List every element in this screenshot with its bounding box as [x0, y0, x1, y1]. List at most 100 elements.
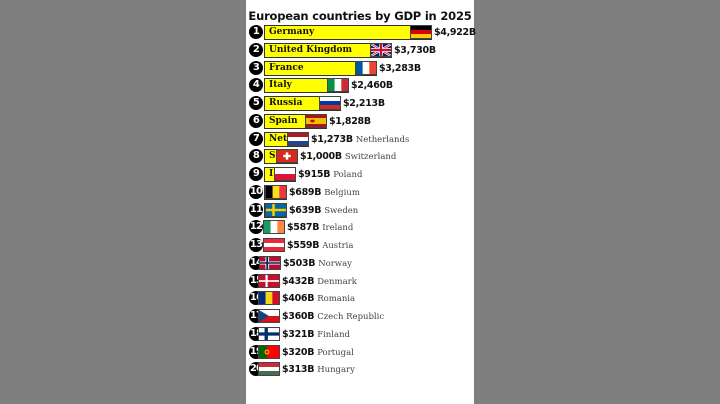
bar-label: Italy	[269, 80, 292, 91]
gdp-value: $360B	[282, 311, 315, 322]
gdp-value: $320B	[282, 346, 315, 358]
value-label: $559B Austria	[287, 238, 353, 254]
czech-flag-icon	[258, 309, 280, 323]
chart-row: 3 France $3,283B	[246, 60, 474, 76]
value-label: $689B Belgium	[289, 185, 360, 201]
chart-title: European countries by GDP in 2025	[248, 9, 472, 23]
rank-badge: 9	[249, 167, 263, 181]
rank-badge: 6	[249, 113, 263, 128]
chart-row: 14 $503B Norway	[246, 255, 474, 272]
france-flag-icon	[355, 60, 377, 75]
country-name: Ireland	[322, 223, 354, 234]
value-label: $4,922B	[434, 25, 476, 40]
rank-badge: 12	[249, 220, 263, 235]
chart-row: 9 I $915B Poland	[246, 167, 474, 182]
gdp-value: $639B	[289, 204, 322, 216]
bar-label: United Kingdom	[269, 44, 353, 55]
gdp-value: $3,283B	[379, 62, 421, 74]
germany-flag-icon	[410, 25, 432, 39]
bar: United Kingdom	[264, 42, 392, 58]
chart-row: 1 Germany $4,922B	[246, 25, 476, 40]
chart-row: 20 $313B Hungary	[246, 362, 474, 377]
bar-label: Russia	[269, 98, 303, 108]
rank-badge: 2	[249, 42, 263, 57]
rank-badge: 10	[249, 184, 263, 199]
chart-row: 8 S $1,000B Switzerland	[246, 149, 474, 165]
country-name: Czech Republic	[317, 312, 385, 322]
country-name: Belgium	[324, 187, 360, 198]
ireland-flag-icon	[263, 220, 285, 235]
gdp-value: $587B	[287, 222, 320, 234]
switzerland-flag-icon	[276, 149, 298, 164]
gdp-value: $406B	[282, 293, 315, 305]
gdp-value: $689B	[289, 186, 322, 198]
value-label: $2,460B	[351, 78, 393, 93]
value-label: $406B Romania	[282, 291, 355, 307]
bar-label: S	[269, 151, 276, 162]
value-label: $313B Hungary	[282, 362, 355, 378]
gdp-value: $432B	[282, 275, 315, 287]
chart-row: 16 $406B Romania	[246, 291, 474, 306]
bar-label: Spain	[269, 115, 298, 126]
chart-row: 7 Net $1,273B Netherlands	[246, 131, 474, 148]
uk-flag-icon	[370, 42, 392, 57]
gdp-value: $503B	[283, 257, 316, 269]
gdp-value: $915B	[298, 169, 331, 180]
value-label: $2,213B	[343, 96, 385, 111]
gdp-value: $1,000B	[300, 151, 342, 163]
value-label: $432B Denmark	[282, 274, 357, 290]
chart-row: 13 $559B Austria	[246, 238, 474, 253]
russia-flag-icon	[319, 96, 341, 110]
poland-flag-icon	[274, 167, 296, 181]
country-name: Switzerland	[344, 152, 397, 163]
country-name: Sweden	[324, 205, 359, 216]
value-label: $587B Ireland	[287, 220, 353, 236]
gdp-value: $559B	[287, 240, 320, 251]
gdp-value: $4,922B	[434, 27, 476, 38]
bar-label: Germany	[269, 27, 315, 37]
denmark-flag-icon	[258, 273, 280, 288]
chart-row: 5 Russia $2,213B	[246, 96, 474, 111]
value-label: $3,730B	[394, 43, 436, 58]
chart-row: 10 $689B Belgium	[246, 184, 474, 201]
chart-row: 6 Spain $1,828B	[246, 113, 474, 129]
value-label: $503B Norway	[283, 256, 352, 272]
bar-label: France	[269, 62, 304, 73]
country-name: Portugal	[317, 347, 354, 358]
chart-panel: European countries by GDP in 2025 1 Germa…	[246, 0, 476, 404]
hungary-flag-icon	[258, 362, 280, 377]
chart-row: 17 $360B Czech Republic	[246, 309, 474, 324]
rank-badge: 3	[249, 60, 263, 75]
sweden-flag-icon	[265, 202, 287, 217]
gdp-value: $3,730B	[394, 44, 436, 56]
rank-badge: 11	[249, 202, 263, 217]
gdp-value: $1,828B	[329, 115, 371, 127]
rank-badge: 5	[249, 96, 263, 110]
value-label: $3,283B	[379, 61, 421, 76]
country-name: Finland	[317, 329, 350, 340]
chart-row: 18 $321B Finland	[246, 326, 474, 342]
norway-flag-icon	[259, 255, 281, 270]
chart-row: 12 $587B Ireland	[246, 220, 474, 235]
country-name: Norway	[318, 258, 352, 269]
italy-flag-icon	[327, 78, 349, 93]
country-name: Austria	[322, 241, 354, 251]
country-name: Romania	[317, 294, 356, 305]
rank-badge: 1	[249, 25, 263, 39]
bar-label: I	[269, 169, 274, 179]
country-name: Denmark	[317, 276, 357, 287]
belgium-flag-icon	[265, 184, 287, 199]
gdp-value: $313B	[282, 364, 315, 376]
gdp-value: $2,213B	[343, 98, 385, 109]
country-name: Netherlands	[355, 134, 410, 145]
value-label: $1,273B Netherlands	[311, 132, 409, 148]
value-label: $360B Czech Republic	[282, 309, 384, 325]
chart-row: 19 $320B Portugal	[246, 344, 474, 360]
romania-flag-icon	[258, 291, 280, 306]
rank-badge: 7	[249, 131, 263, 146]
finland-flag-icon	[258, 326, 280, 341]
rank-badge: 4	[249, 78, 263, 93]
rank-badge: 8	[249, 149, 263, 164]
bar: Germany	[264, 25, 432, 40]
value-label: $1,000B Switzerland	[300, 149, 396, 165]
